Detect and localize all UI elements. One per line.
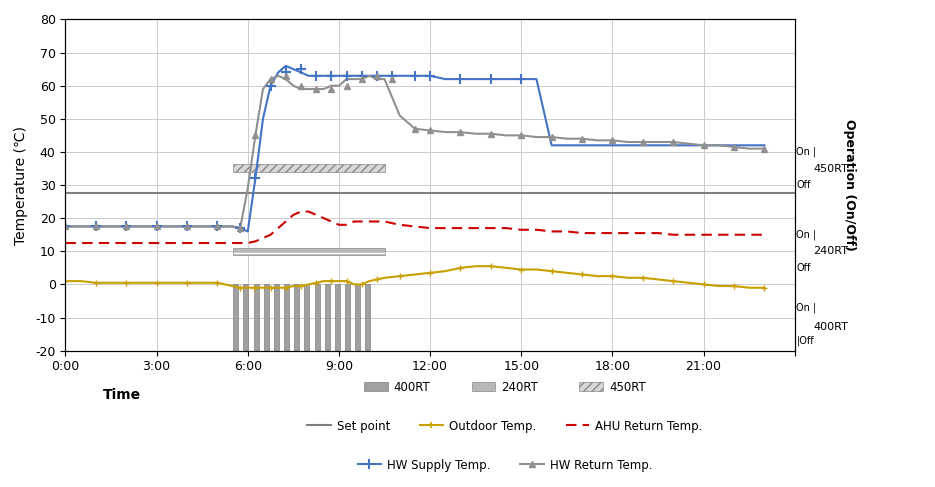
Text: Operation (On/Off): Operation (On/Off)	[843, 119, 856, 251]
Text: 400RT: 400RT	[813, 322, 848, 333]
Bar	[284, 284, 289, 351]
Bar	[253, 284, 259, 351]
Bar	[234, 284, 238, 351]
Text: Off: Off	[797, 180, 811, 190]
Bar	[233, 164, 384, 172]
Legend: HW Supply Temp., HW Return Temp.: HW Supply Temp., HW Return Temp.	[353, 454, 656, 476]
Legend: 400RT, 240RT, 450RT: 400RT, 240RT, 450RT	[359, 376, 651, 398]
Bar	[314, 284, 320, 351]
Bar	[355, 284, 360, 351]
Text: Off: Off	[797, 263, 811, 273]
Bar	[304, 284, 309, 351]
Text: On |: On |	[797, 147, 816, 157]
Y-axis label: Temperature (℃): Temperature (℃)	[14, 126, 28, 244]
Text: Time: Time	[103, 388, 140, 402]
Bar	[335, 284, 339, 351]
Bar	[295, 284, 299, 351]
Bar	[243, 284, 249, 351]
Legend: Set point, Outdoor Temp., AHU Return Temp.: Set point, Outdoor Temp., AHU Return Tem…	[302, 415, 708, 437]
Bar	[264, 284, 269, 351]
Bar	[365, 284, 370, 351]
Bar	[274, 284, 279, 351]
Text: |Off: |Off	[797, 336, 813, 346]
Bar	[324, 284, 330, 351]
Bar	[345, 284, 350, 351]
Text: On |: On |	[797, 302, 816, 313]
Text: On |: On |	[797, 229, 816, 240]
Text: 450RT: 450RT	[813, 164, 848, 173]
Bar	[233, 248, 384, 255]
Text: 240RT: 240RT	[813, 246, 848, 256]
